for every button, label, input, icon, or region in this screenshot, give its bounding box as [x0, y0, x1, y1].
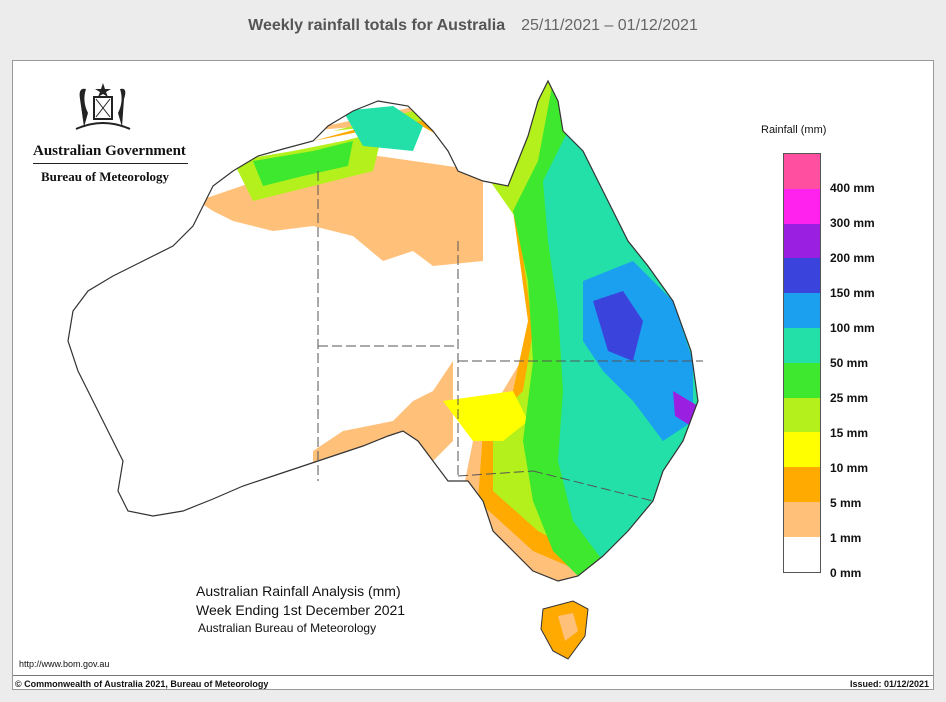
legend-swatch-100	[784, 293, 820, 328]
government-name: Australian Government	[33, 143, 188, 164]
legend-label: 5 mm	[830, 496, 862, 510]
australia-rainfall-map	[67, 79, 703, 660]
bom-url: http://www.bom.gov.au	[19, 659, 110, 669]
legend-swatch-400	[784, 154, 820, 189]
legend-swatch-300	[784, 188, 820, 224]
legend-swatch-15	[784, 397, 820, 433]
caption-title: Australian Rainfall Analysis (mm)	[196, 583, 401, 599]
legend-label: 0 mm	[830, 566, 862, 580]
legend-swatch-150	[784, 258, 820, 294]
legend-swatch-200	[784, 223, 820, 259]
copyright-notice: © Commonwealth of Australia 2021, Bureau…	[15, 679, 269, 689]
caption-source: Australian Bureau of Meteorology	[198, 621, 377, 635]
legend-swatch-0	[784, 536, 820, 572]
legend-label: 150 mm	[830, 286, 875, 300]
legend-label: 400 mm	[830, 181, 875, 195]
legend-swatch-1	[784, 501, 820, 537]
legend-label: 300 mm	[830, 216, 875, 230]
map-caption: Australian Rainfall Analysis (mm) Week E…	[196, 583, 405, 635]
date-range: 25/11/2021 – 01/12/2021	[521, 17, 698, 34]
caption-week: Week Ending 1st December 2021	[196, 602, 406, 618]
issued-date: Issued: 01/12/2021	[849, 679, 929, 689]
state-borders	[317, 171, 703, 502]
legend-label: 10 mm	[830, 461, 869, 475]
legend-label: 1 mm	[830, 531, 862, 545]
legend-label: 200 mm	[830, 251, 875, 265]
legend-label: 25 mm	[830, 391, 869, 405]
coat-of-arms-icon	[75, 83, 131, 130]
legend-swatch-10	[784, 432, 820, 468]
legend-swatch-50	[784, 327, 820, 363]
legend-label: 15 mm	[830, 426, 869, 440]
coastline	[67, 79, 699, 582]
footer-divider	[13, 675, 933, 676]
page-header: Weekly rainfall totals for Australia 25/…	[0, 0, 946, 52]
bureau-name: Bureau of Meteorology	[41, 169, 170, 184]
legend-swatch-5	[784, 467, 820, 502]
legend-swatch-25	[784, 362, 820, 398]
legend-label: 50 mm	[830, 356, 869, 370]
legend-label: 100 mm	[830, 321, 875, 335]
page-title: Weekly rainfall totals for Australia	[248, 17, 506, 34]
legend-title: Rainfall (mm)	[761, 124, 827, 136]
legend-color-bar	[783, 153, 821, 573]
rainfall-map: Australian Government Bureau of Meteorol…	[12, 60, 934, 690]
